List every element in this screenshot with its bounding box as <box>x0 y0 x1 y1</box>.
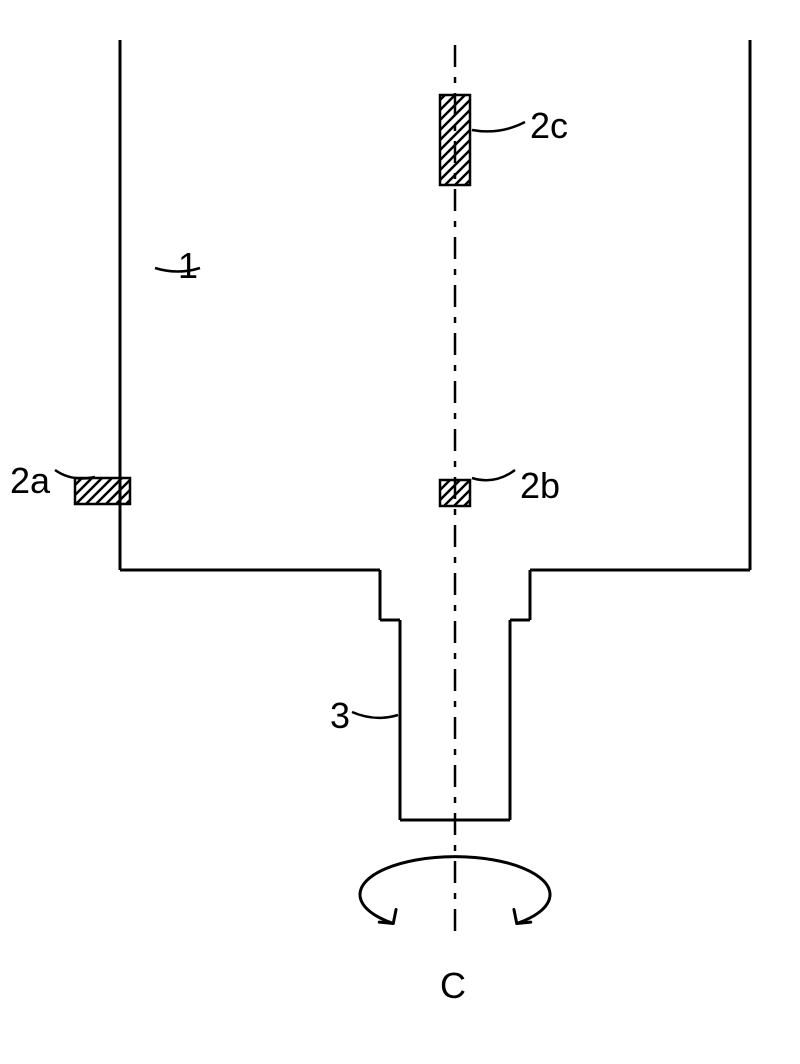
label-c: C <box>440 965 466 1007</box>
label-1: 1 <box>178 245 198 287</box>
label-2a: 2a <box>10 460 50 502</box>
label-2b: 2b <box>520 465 560 507</box>
technical-diagram <box>0 0 800 1064</box>
label-2c: 2c <box>530 105 568 147</box>
label-3: 3 <box>330 695 350 737</box>
